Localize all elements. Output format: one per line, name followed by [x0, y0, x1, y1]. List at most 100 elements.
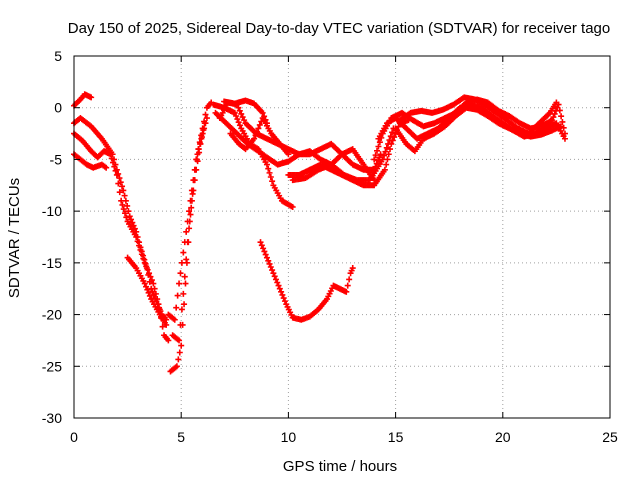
data-point-marker [141, 280, 148, 287]
data-point-marker [122, 210, 129, 217]
data-point-marker [263, 254, 270, 261]
x-tick-label: 25 [602, 429, 618, 445]
data-point-marker [88, 94, 95, 101]
data-point-marker [201, 120, 208, 127]
data-point-marker [557, 123, 564, 130]
data-point-marker [376, 154, 383, 161]
data-point-marker [275, 282, 282, 289]
data-point-marker [252, 132, 259, 139]
data-point-marker [231, 109, 238, 116]
data-point-marker [110, 159, 117, 166]
data-point-marker [184, 239, 191, 246]
data-point-marker [151, 285, 158, 292]
data-point-marker [193, 166, 200, 173]
data-point-marker [385, 140, 392, 147]
data-point-marker [255, 125, 262, 132]
series-trace-5 [124, 254, 170, 328]
data-point-marker [256, 121, 263, 128]
data-point-marker [147, 273, 154, 280]
data-point-marker [265, 257, 272, 264]
data-point-marker [239, 114, 246, 121]
data-point-marker [251, 135, 258, 142]
data-point-marker [194, 158, 201, 165]
y-tick-label: 5 [54, 48, 62, 64]
data-point-marker [257, 239, 264, 246]
data-point-marker [180, 290, 187, 297]
data-point-marker [176, 349, 183, 356]
data-point-marker [183, 256, 190, 263]
data-point-marker [140, 255, 147, 262]
series-trace-6 [167, 99, 215, 375]
data-point-marker [266, 169, 273, 176]
data-point-marker [152, 290, 159, 297]
y-tick-label: -20 [42, 307, 62, 323]
data-point-marker [178, 342, 185, 349]
data-point-marker [234, 116, 241, 123]
data-point-marker [376, 139, 383, 146]
data-point-marker [115, 180, 122, 187]
data-point-marker [165, 337, 172, 344]
data-point-marker [120, 206, 127, 213]
data-point-marker [180, 249, 187, 256]
axis-ticks: 0 5 10 15 20 25 5 0 -5 -10 -15 -20 -25 -30 [42, 48, 618, 445]
data-point-marker [549, 117, 556, 124]
series-trace-12 [221, 97, 270, 127]
data-point-marker [190, 187, 197, 194]
data-point-marker [125, 208, 132, 215]
data-point-marker [389, 129, 396, 136]
data-point-marker [386, 137, 393, 144]
data-point-marker [138, 251, 145, 258]
data-point-marker [236, 122, 243, 129]
data-point-marker [343, 288, 350, 295]
data-point-marker [137, 246, 144, 253]
data-point-marker [279, 291, 286, 298]
x-tick-label: 5 [177, 429, 185, 445]
data-point-marker [379, 156, 386, 163]
data-point-marker [175, 356, 182, 363]
data-point-marker [188, 197, 195, 204]
data-point-marker [381, 152, 388, 159]
data-point-marker [270, 270, 277, 277]
data-point-marker [129, 219, 136, 226]
data-point-marker [150, 280, 157, 287]
data-point-marker [197, 140, 204, 147]
y-tick-label: -15 [42, 255, 62, 271]
data-point-marker [154, 296, 161, 303]
data-point-marker [238, 110, 245, 117]
x-tick-label: 20 [495, 429, 511, 445]
data-point-marker [280, 295, 287, 302]
data-point-marker [141, 259, 148, 266]
data-point-marker [144, 286, 151, 293]
data-point-marker [116, 175, 123, 182]
data-point-marker [263, 161, 270, 168]
data-point-marker [126, 213, 133, 220]
y-tick-label: -25 [42, 358, 62, 374]
series-trace-9 [210, 101, 296, 211]
data-point-marker [146, 270, 153, 277]
x-axis-title: GPS time / hours [283, 458, 397, 475]
data-point-marker [559, 118, 566, 125]
data-point-marker [123, 214, 130, 221]
data-point-marker [107, 151, 114, 158]
data-point-marker [149, 288, 156, 295]
series-trace-19 [392, 104, 564, 155]
data-point-marker [202, 111, 209, 118]
data-point-marker [124, 202, 131, 209]
data-point-marker [278, 288, 285, 295]
data-point-marker [196, 149, 203, 156]
data-point-marker [260, 245, 267, 252]
data-point-marker [134, 238, 141, 245]
data-point-marker [289, 204, 296, 211]
data-point-marker [375, 157, 382, 164]
data-point-marker [391, 134, 398, 141]
series-trace-3 [71, 130, 172, 344]
data-point-marker [144, 266, 151, 273]
data-point-marker [171, 316, 178, 323]
data-point-marker [112, 167, 119, 174]
data-point-marker [116, 189, 123, 196]
data-point-marker [381, 166, 388, 173]
data-point-marker [285, 151, 292, 158]
data-point-marker [258, 118, 265, 125]
data-point-marker [383, 144, 390, 151]
data-point-marker [371, 156, 378, 163]
